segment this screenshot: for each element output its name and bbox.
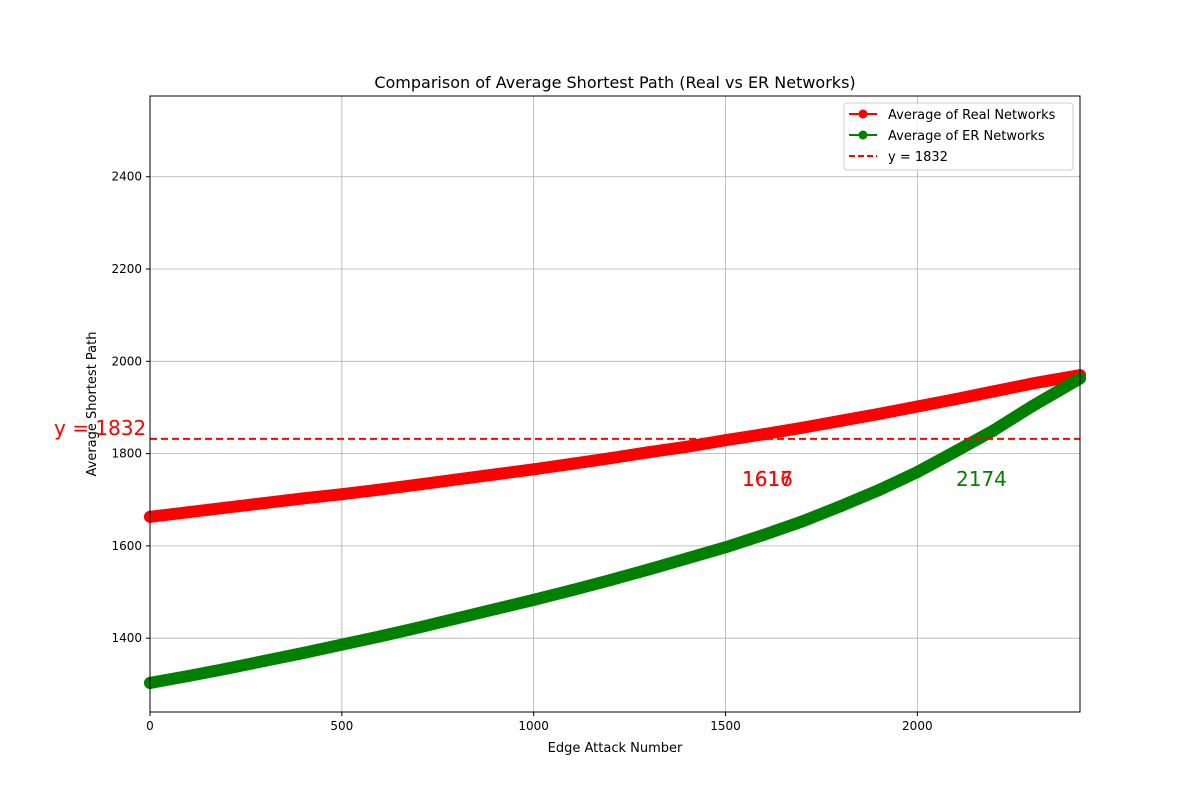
legend-marker-real [858,109,868,119]
data-point [450,612,463,625]
data-point [604,574,617,587]
data-point [566,457,579,470]
data-point [450,473,463,486]
data-point [988,385,1001,398]
x-tick-label: 0 [146,719,154,733]
data-point [872,484,885,497]
data-point [1026,400,1039,413]
axis-ticks: 0 500 1000 1500 2000 1400 1600 1800 2000 2200 2400 [111,170,932,733]
legend-label-er: Average of ER Networks [888,129,1045,144]
data-point [335,638,348,651]
annotation-layer: y = 1832 1616 1617 2174 [54,416,1007,491]
legend-marker-er [858,130,868,140]
legend-entry-real: Average of Real Networks [849,108,1056,123]
data-point [220,662,233,675]
data-point [796,421,809,434]
series-layer [144,369,1086,689]
data-point [297,492,310,505]
data-point [374,630,387,643]
legend-box [843,102,1074,171]
data-point [872,407,885,420]
data-point [527,593,540,606]
data-point [374,483,387,496]
gridlines [149,96,1080,712]
data-point [681,440,694,453]
data-point [182,506,195,519]
data-point [412,621,425,634]
intersection-annotation-real-2: 1617 [742,467,793,491]
data-point [489,468,502,481]
y-tick-label: 1600 [111,539,142,553]
x-tick-label: 1500 [710,719,741,733]
y-tick-label: 1800 [111,447,142,461]
data-point [911,466,924,479]
x-tick-label: 500 [330,719,353,733]
data-point [757,528,770,541]
data-point [719,434,732,447]
intersection-annotation-er: 2174 [956,467,1007,491]
data-point [757,428,770,441]
y-axis-label: Average Shortest Path [85,332,100,477]
data-point [834,500,847,513]
legend-entry-hline: y = 1832 [849,150,948,165]
series-real [144,369,1086,523]
plot-frame [149,95,1081,713]
x-axis-label: Edge Attack Number [548,741,683,756]
data-point [949,393,962,406]
hline-annotation: y = 1832 [54,416,146,440]
data-point [182,670,195,683]
data-point [988,424,1001,437]
legend-entry-er: Average of ER Networks [849,129,1045,144]
intersection-annotation-real-1: 1616 [742,467,793,491]
data-point [259,496,272,509]
legend-label-real: Average of Real Networks [888,108,1056,123]
chart-title: Comparison of Average Shortest Path (Rea… [374,73,855,92]
data-point [489,603,502,616]
data-point [259,654,272,667]
data-point [297,646,310,659]
data-point [566,584,579,597]
data-point [527,463,540,476]
data-point [604,452,617,465]
data-point [335,488,348,501]
y-tick-label: 1400 [111,631,142,645]
legend: Average of Real Networks Average of ER N… [843,102,1074,171]
data-point [911,400,924,413]
legend-label-hline: y = 1832 [888,150,948,165]
y-tick-label: 2200 [111,262,142,276]
data-point [681,552,694,565]
data-point [719,541,732,554]
data-point [642,563,655,576]
data-point [834,414,847,427]
data-point [949,445,962,458]
y-tick-label: 2400 [111,170,142,184]
series-er [144,372,1086,689]
data-point [796,515,809,528]
x-tick-label: 2000 [902,719,933,733]
data-point [412,478,425,491]
data-point [642,446,655,459]
data-point [1026,377,1039,390]
data-point [220,501,233,514]
y-tick-label: 2000 [111,354,142,368]
x-tick-label: 1000 [518,719,549,733]
